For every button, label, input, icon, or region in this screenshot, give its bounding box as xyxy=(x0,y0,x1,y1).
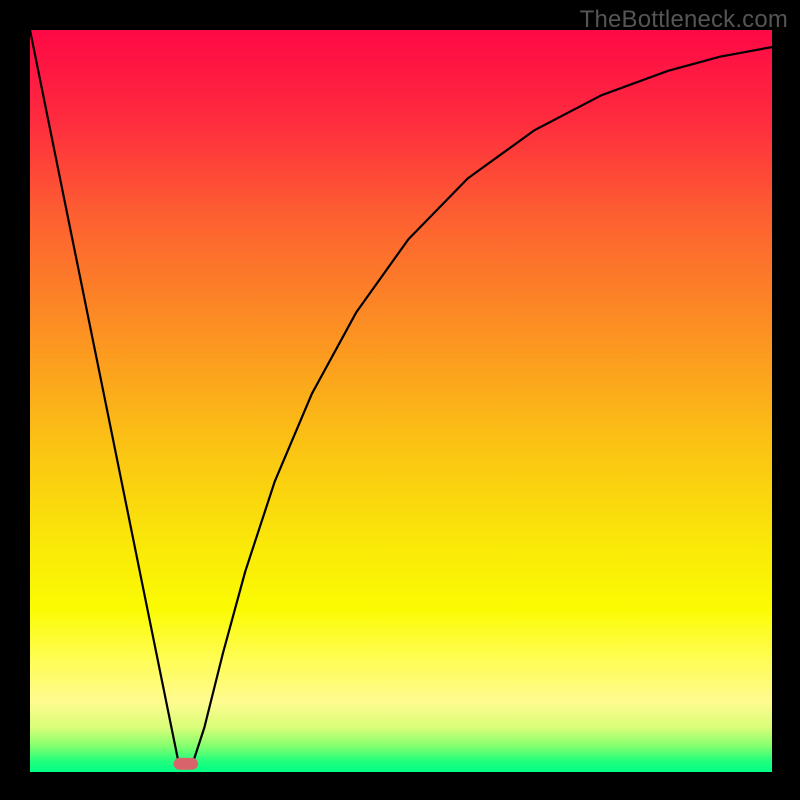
chart-stage: TheBottleneck.com xyxy=(0,0,800,800)
watermark-text: TheBottleneck.com xyxy=(580,6,788,34)
plot-area xyxy=(30,30,772,772)
optimal-marker xyxy=(174,758,198,770)
curve-layer xyxy=(30,30,772,772)
bottleneck-curve xyxy=(30,30,772,765)
